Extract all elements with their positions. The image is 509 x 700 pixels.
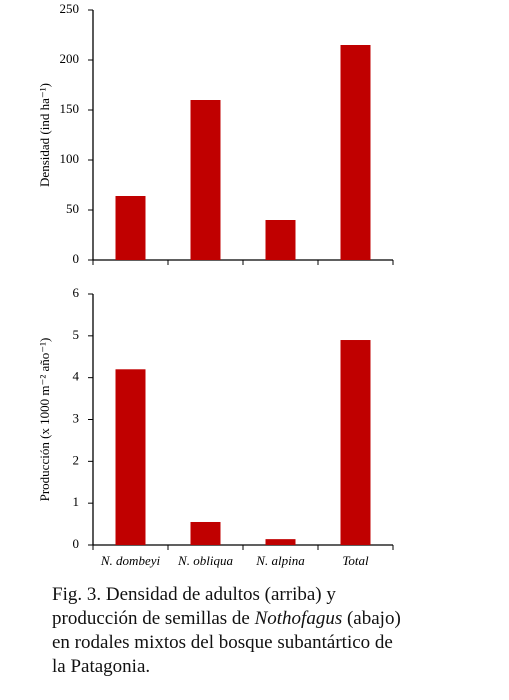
y-tick-label: 3 <box>73 410 80 425</box>
y-tick-label: 0 <box>73 536 80 551</box>
bar <box>190 521 221 545</box>
caption-text: producción de semillas de <box>52 608 250 629</box>
y-axis-label: Densidad (ind ha⁻¹) <box>37 83 52 187</box>
y-tick-label: 50 <box>66 201 79 216</box>
caption-line: la Patagonia. <box>52 655 492 679</box>
charts: Densidad (ind ha⁻¹)050100150200250Produc… <box>37 1 394 568</box>
y-tick-label: 0 <box>73 251 80 266</box>
y-tick-label: 250 <box>60 1 80 16</box>
bar <box>340 45 371 260</box>
y-tick-label: 1 <box>73 494 80 509</box>
y-tick-label: 150 <box>60 101 80 116</box>
caption-line: producción de semillas de Nothofagus (ab… <box>52 607 492 631</box>
x-tick-label: N. obliqua <box>177 553 233 568</box>
x-tick-label: N. dombeyi <box>100 553 161 568</box>
bar <box>190 100 221 260</box>
caption-line: en rodales mixtos del bosque subantártic… <box>52 631 492 655</box>
y-tick-label: 5 <box>73 327 80 342</box>
x-tick-label: Total <box>342 553 369 568</box>
bar <box>265 220 296 260</box>
y-axis-label: Producción (x 1000 m⁻² año⁻¹) <box>37 338 52 502</box>
y-tick-label: 6 <box>73 285 80 300</box>
bar <box>340 340 371 545</box>
caption-text: en rodales mixtos del bosque subantártic… <box>52 632 393 653</box>
caption-text: Fig. 3. Densidad de adultos (arriba) y <box>52 584 336 605</box>
bar <box>115 369 146 545</box>
bar <box>265 539 296 545</box>
y-tick-label: 2 <box>73 452 80 467</box>
caption: Fig. 3. Densidad de adultos (arriba) y p… <box>52 583 492 679</box>
y-tick-label: 100 <box>60 151 80 166</box>
x-tick-label: N. alpina <box>255 553 305 568</box>
caption-genus: Nothofagus <box>254 608 343 629</box>
y-tick-label: 4 <box>73 369 80 384</box>
caption-text: (abajo) <box>346 608 401 629</box>
bar <box>115 196 146 260</box>
y-tick-label: 200 <box>60 51 80 66</box>
caption-text: la Patagonia. <box>52 656 151 677</box>
caption-line: Fig. 3. Densidad de adultos (arriba) y <box>52 583 492 607</box>
